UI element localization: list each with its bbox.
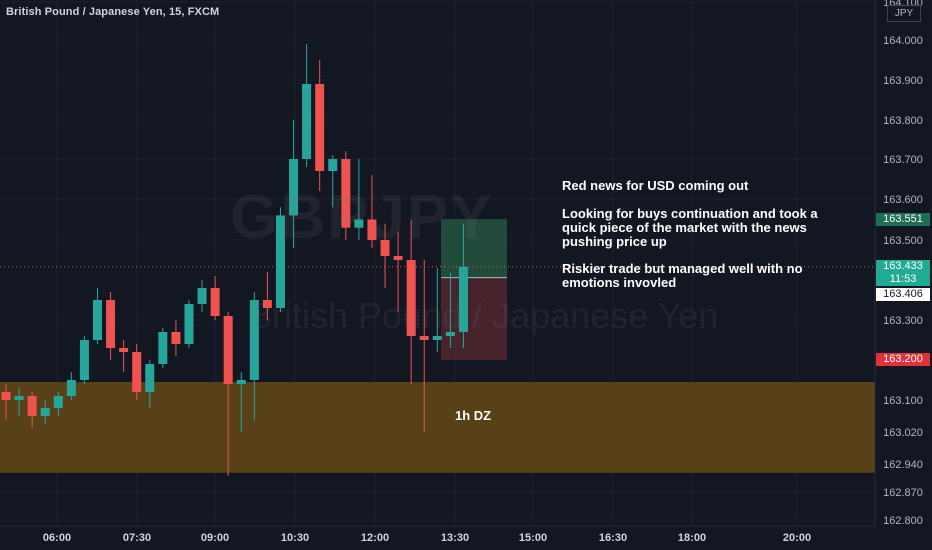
candle-body — [1, 392, 11, 400]
candle-body — [315, 84, 325, 171]
candle-body — [79, 340, 89, 380]
watermark-name: British Pound / Japanese Yen — [248, 295, 719, 336]
candle-body — [432, 336, 442, 340]
y-tick-label: 163.900 — [883, 75, 923, 87]
currency-box[interactable]: JPY — [887, 5, 921, 22]
annotation-line-6: emotions invovled — [562, 275, 677, 290]
y-tick-label: 162.940 — [883, 459, 923, 471]
candle-body — [419, 336, 429, 340]
annotation-line-5: Riskier trade but managed well with no — [562, 261, 803, 276]
x-tick-label: 15:00 — [519, 532, 547, 544]
annotation-line-3: quick piece of the market with the news — [562, 220, 807, 235]
x-tick-label: 06:00 — [43, 532, 71, 544]
x-tick-label: 10:30 — [281, 532, 309, 544]
x-tick-label: 16:30 — [599, 532, 627, 544]
x-tick-label: 18:00 — [678, 532, 706, 544]
candle-body — [66, 380, 76, 396]
candle-body — [171, 332, 181, 344]
trade-stop-zone — [441, 277, 507, 360]
annotation-line-1: Red news for USD coming out — [562, 178, 749, 193]
stop-price-tag: 163.200 — [876, 353, 930, 366]
y-tick-label: 164.100 — [883, 0, 923, 9]
current-price-value: 163.433 — [883, 260, 923, 272]
candle-body — [367, 219, 377, 240]
demand-zone — [0, 382, 875, 473]
x-tick-label: 20:00 — [783, 532, 811, 544]
candle-body — [354, 219, 364, 228]
y-tick-label: 163.800 — [883, 115, 923, 127]
candle-body — [14, 396, 24, 400]
candle-body — [289, 159, 299, 216]
candle-body — [106, 300, 116, 348]
candle-body — [40, 408, 50, 416]
y-tick-label: 163.600 — [883, 194, 923, 206]
candle-body — [145, 364, 155, 392]
candle-body — [197, 288, 207, 304]
candle-body — [458, 266, 468, 332]
y-tick-label: 164.000 — [883, 35, 923, 47]
candle-body — [236, 380, 246, 384]
candle-body — [341, 159, 351, 228]
entry-price-tag: 163.406 — [876, 288, 930, 301]
demand-zone-label: 1h DZ — [455, 408, 492, 423]
candle-body — [184, 304, 194, 344]
candle-body — [445, 332, 455, 336]
y-tick-label: 163.700 — [883, 154, 923, 166]
time-axis-bg — [0, 526, 932, 550]
candle-body — [262, 300, 272, 308]
candle-body — [249, 300, 259, 380]
candle-body — [27, 396, 37, 416]
x-tick-label: 12:00 — [361, 532, 389, 544]
current-price-tag: 163.433 11:53 — [876, 260, 930, 286]
candle-body — [223, 316, 233, 384]
annotation-line-2: Looking for buys continuation and took a — [562, 206, 818, 221]
y-tick-label: 162.870 — [883, 487, 923, 499]
y-tick-label: 163.100 — [883, 395, 923, 407]
candle-body — [275, 215, 285, 308]
y-tick-label: 163.020 — [883, 427, 923, 439]
candle-body — [328, 159, 338, 171]
candle-body — [53, 396, 63, 408]
countdown-value: 11:53 — [889, 273, 917, 285]
candle-body — [92, 300, 102, 340]
candle-body — [158, 332, 168, 364]
candle-body — [210, 288, 220, 316]
candle-body — [406, 260, 416, 336]
x-tick-label: 13:30 — [441, 532, 469, 544]
x-tick-label: 09:00 — [201, 532, 229, 544]
y-tick-label: 162.800 — [883, 515, 923, 527]
candle-body — [380, 240, 390, 256]
symbol-title: British Pound / Japanese Yen, 15, FXCM — [6, 6, 220, 18]
trade-target-zone — [441, 219, 507, 278]
candle-body — [393, 256, 403, 260]
x-tick-label: 07:30 — [123, 532, 151, 544]
y-tick-label: 163.500 — [883, 235, 923, 247]
y-tick-label: 163.300 — [883, 315, 923, 327]
candle-body — [119, 348, 129, 352]
target-price-tag: 163.551 — [876, 213, 930, 226]
annotation-line-4: pushing price up — [562, 234, 667, 249]
candle-body — [132, 352, 142, 392]
candle-body — [302, 84, 312, 159]
watermark-symbol: GBPJPY — [230, 183, 494, 252]
